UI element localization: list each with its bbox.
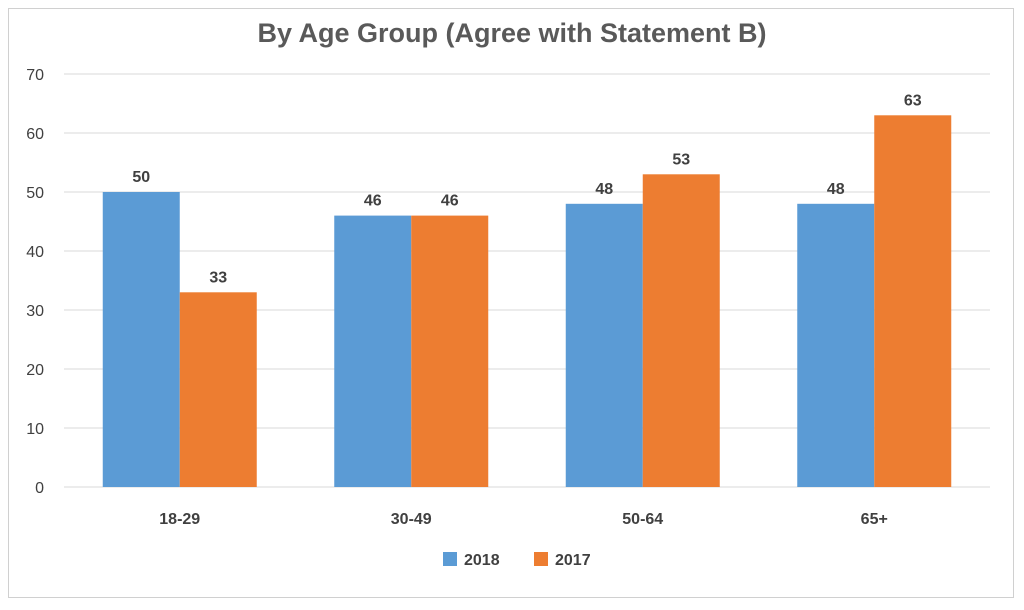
y-tick-label: 10: [26, 421, 44, 438]
y-axis-ticks: 0 10 20 30 40 50 60 70: [26, 67, 44, 497]
x-tick-label-65+: 65+: [861, 511, 888, 528]
legend: 2018 2017: [443, 552, 591, 569]
x-tick-label-30-49: 30-49: [391, 511, 432, 528]
data-label-2018-18-29: 50: [132, 169, 150, 186]
y-tick-label: 0: [35, 480, 44, 497]
legend-swatch-2017: [534, 552, 548, 566]
legend-label-2017: 2017: [555, 552, 591, 569]
bar-2018-50-64: [565, 203, 643, 488]
x-axis-ticks: 18-29 30-49 50-64 65+: [159, 511, 888, 528]
y-tick-label: 60: [26, 126, 44, 143]
bar-2017-18-29: [179, 292, 257, 487]
bars: [102, 115, 952, 488]
legend-swatch-2018: [443, 552, 457, 566]
data-label-2018-65+: 48: [827, 181, 845, 198]
bar-2017-30-49: [411, 215, 489, 487]
data-labels: 50 33 46 46 48 53 48 63: [132, 92, 921, 286]
bar-2018-30-49: [334, 215, 412, 487]
chart-title: By Age Group (Agree with Statement B): [257, 18, 766, 48]
data-label-2018-50-64: 48: [595, 181, 613, 198]
data-label-2017-30-49: 46: [441, 193, 459, 210]
bar-2018-65+: [797, 203, 875, 488]
y-tick-label: 70: [26, 67, 44, 84]
bar-2018-18-29: [102, 192, 180, 487]
data-label-2017-50-64: 53: [672, 151, 690, 168]
legend-label-2018: 2018: [464, 552, 500, 569]
bar-2017-65+: [874, 115, 952, 488]
x-tick-label-18-29: 18-29: [159, 511, 200, 528]
y-tick-label: 40: [26, 244, 44, 261]
y-tick-label: 30: [26, 303, 44, 320]
data-label-2017-18-29: 33: [209, 269, 227, 286]
data-label-2017-65+: 63: [904, 92, 922, 109]
bar-2017-50-64: [642, 174, 720, 488]
y-tick-label: 20: [26, 362, 44, 379]
data-label-2018-30-49: 46: [364, 193, 382, 210]
y-tick-label: 50: [26, 185, 44, 202]
x-tick-label-50-64: 50-64: [622, 511, 663, 528]
